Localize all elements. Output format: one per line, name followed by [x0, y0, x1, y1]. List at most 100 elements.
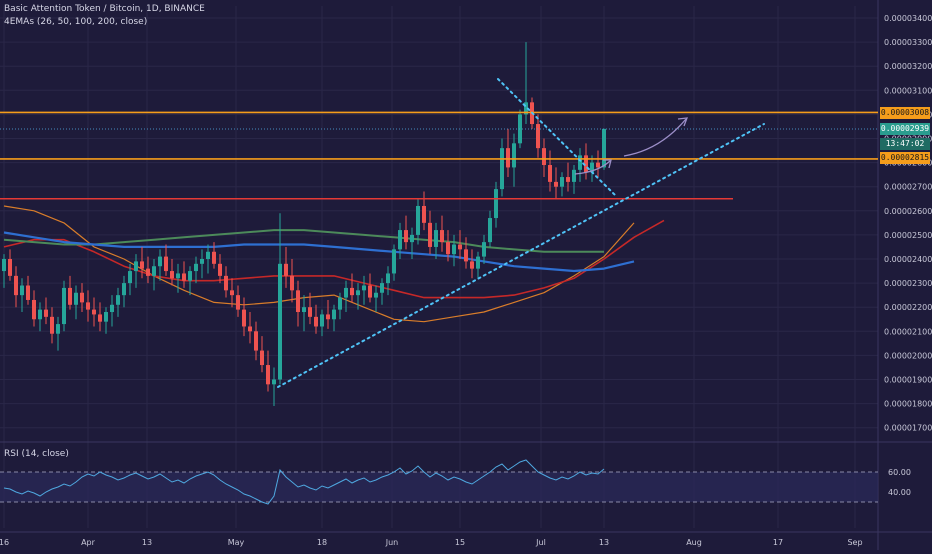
pullback-arrowhead: [603, 159, 612, 169]
rsi-tick-label: 60.00: [888, 468, 911, 477]
levels: [0, 111, 878, 200]
candle-body: [452, 244, 456, 255]
rsi-tick-label: 40.00: [888, 488, 911, 497]
candle-body: [584, 155, 588, 173]
candle-body: [344, 287, 348, 298]
candle-body: [38, 309, 42, 320]
indicator-legend[interactable]: 4EMAs (26, 50, 100, 200, close): [4, 17, 148, 27]
price-tick-label: 0.00001700: [884, 424, 932, 433]
candle-body: [224, 275, 228, 291]
candle-body: [500, 148, 504, 190]
time-tick-label: 13: [599, 538, 609, 547]
bar-countdown-tag: 13:47:02: [880, 138, 930, 150]
price-tick-label: 0.00002100: [884, 327, 932, 336]
candle-body: [230, 290, 234, 296]
projection-arrowhead: [677, 117, 688, 127]
candle-body: [506, 148, 510, 168]
rsi-legend[interactable]: RSI (14, close): [4, 449, 69, 459]
candle-body: [164, 256, 168, 272]
price-tick-label: 0.00002000: [884, 351, 932, 360]
candle-body: [104, 312, 108, 322]
support-price-tag: 0.00002815: [880, 152, 930, 164]
candle-body: [302, 307, 306, 313]
candle-body: [206, 251, 210, 259]
candle-body: [542, 148, 546, 166]
time-tick-label: Jul: [535, 538, 546, 547]
candle-body: [350, 287, 354, 296]
ema-26-line: [3, 205, 635, 323]
projection-arrow: [623, 118, 687, 157]
candle-body: [578, 155, 582, 170]
candle-body: [248, 326, 252, 332]
candle-body: [314, 316, 318, 327]
price-tick-label: 0.00002300: [884, 279, 932, 288]
rsi-line: [3, 459, 605, 505]
candle-body: [446, 242, 450, 255]
last-price-tag: 0.00002939: [880, 123, 930, 135]
candle-body: [62, 287, 66, 325]
candle-body: [116, 295, 120, 305]
price-tick-label: 0.00003300: [884, 38, 932, 47]
candle-body: [194, 263, 198, 272]
candle-body: [332, 309, 336, 320]
candle-body: [476, 256, 480, 269]
rsi-panel: [0, 459, 878, 505]
candle-body: [110, 304, 114, 313]
candle-body: [392, 249, 396, 274]
candle-body: [290, 275, 294, 291]
price-tick-label: 0.00002600: [884, 207, 932, 216]
time-tick-label: 15: [455, 538, 465, 547]
candle-body: [236, 295, 240, 310]
candle-body: [572, 169, 576, 182]
price-tick-label: 0.00002700: [884, 183, 932, 192]
time-tick-label: Jun: [385, 538, 399, 547]
candle-body: [272, 379, 276, 385]
price-tick-label: 0.00001900: [884, 376, 932, 385]
candle-body: [380, 283, 384, 293]
candle-body: [356, 290, 360, 296]
candle-body: [170, 271, 174, 279]
time-tick-label: Sep: [847, 538, 862, 547]
price-tick-label: 0.00003400: [884, 14, 932, 23]
price-axis: 0.00003400 0.00003300 0.00003200 0.00003100…: [884, 14, 932, 433]
time-tick-label: Aug: [686, 538, 702, 547]
candles: [2, 42, 606, 407]
candle-body: [590, 162, 594, 173]
candle-body: [50, 316, 54, 334]
descending-trendline: [497, 78, 617, 197]
candle-body: [140, 261, 144, 269]
candle-body: [404, 230, 408, 243]
candle-body: [524, 102, 528, 115]
candle-body: [512, 143, 516, 168]
candle-body: [458, 244, 462, 250]
candle-body: [158, 256, 162, 267]
candle-body: [14, 275, 18, 296]
rsi-axis: 60.00 40.00: [888, 468, 911, 497]
candle-body: [554, 181, 558, 187]
candle-body: [242, 309, 246, 327]
candle-body: [296, 290, 300, 313]
candle-body: [32, 299, 36, 320]
candle-body: [566, 177, 570, 182]
time-tick-label: Apr: [81, 538, 96, 547]
candle-body: [152, 266, 156, 276]
candle-body: [56, 324, 60, 334]
candle-body: [128, 271, 132, 284]
candle-body: [86, 302, 90, 310]
time-tick-label: 17: [773, 538, 783, 547]
candle-body: [416, 205, 420, 235]
candle-body: [218, 263, 222, 276]
candle-body: [188, 271, 192, 281]
candle-body: [338, 297, 342, 310]
time-tick-label: 16: [0, 538, 9, 547]
ema-100-line: [3, 229, 604, 253]
price-tick-label: 0.00002400: [884, 255, 932, 264]
price-tick-label: 0.00002500: [884, 231, 932, 240]
candle-body: [26, 285, 30, 300]
price-tick-label: 0.00003100: [884, 86, 932, 95]
candle-body: [92, 309, 96, 315]
candle-body: [260, 350, 264, 366]
